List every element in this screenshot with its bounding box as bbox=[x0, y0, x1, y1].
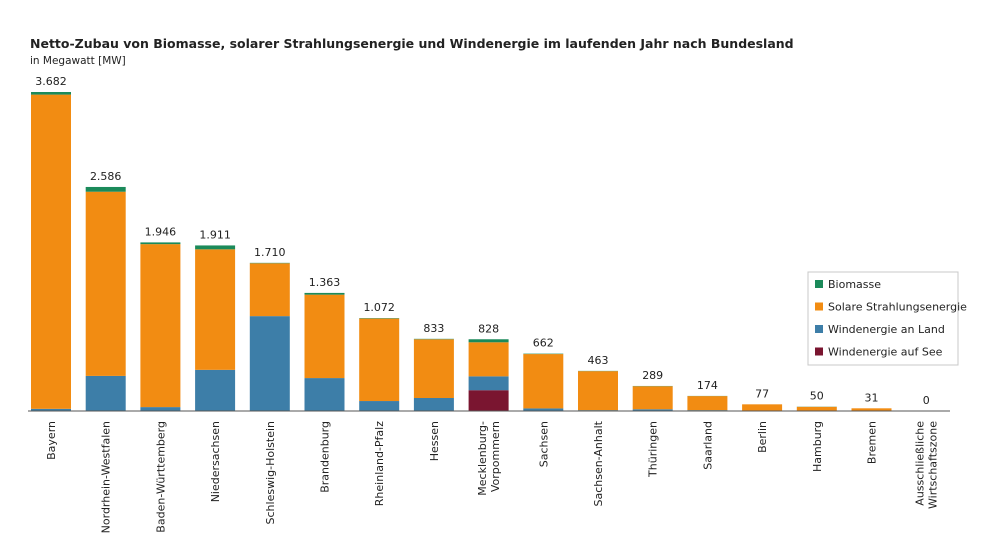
legend-label: Windenergie an Land bbox=[828, 323, 945, 336]
bar-segment bbox=[140, 242, 181, 245]
bar-segment bbox=[523, 354, 564, 409]
bar-segment bbox=[195, 249, 236, 370]
x-tick-label: Rheinland-Pfalz bbox=[373, 421, 386, 506]
x-tick-label: Thüringen bbox=[647, 421, 660, 478]
x-tick-label: Baden-Württemberg bbox=[154, 421, 167, 533]
total-label: 463 bbox=[588, 354, 609, 367]
total-label: 833 bbox=[423, 322, 444, 335]
chart-subtitle: in Megawatt [MW] bbox=[30, 55, 126, 67]
x-tick-label: Sachsen bbox=[537, 421, 550, 467]
bar-segment bbox=[304, 292, 345, 295]
total-label: 662 bbox=[533, 337, 554, 350]
total-label: 1.946 bbox=[145, 225, 177, 238]
total-label: 50 bbox=[810, 390, 824, 403]
bar-segment bbox=[195, 369, 236, 411]
legend-swatch bbox=[815, 302, 823, 311]
x-tick-label: Hamburg bbox=[811, 421, 824, 472]
bar-segment bbox=[742, 404, 783, 411]
x-tick-label: Schleswig-Holstein bbox=[264, 421, 277, 524]
x-tick-label: Nordrhein-Westfalen bbox=[100, 421, 113, 533]
bar-segment bbox=[578, 371, 618, 411]
bar-segment bbox=[413, 339, 454, 399]
total-label: 0 bbox=[923, 394, 930, 407]
x-tick-label: Hessen bbox=[428, 421, 441, 461]
bar-segment bbox=[140, 407, 181, 411]
bar-segment bbox=[304, 378, 345, 411]
x-tick-label: Brandenburg bbox=[319, 421, 332, 493]
total-label: 174 bbox=[697, 379, 718, 392]
legend-label: Solare Strahlungsenergie bbox=[828, 301, 967, 314]
bar-segment bbox=[249, 263, 290, 317]
legend-box bbox=[807, 271, 959, 366]
bar-segment bbox=[796, 406, 837, 411]
total-label: 77 bbox=[755, 387, 769, 400]
bar-segment bbox=[85, 375, 126, 411]
total-label: 828 bbox=[478, 322, 499, 335]
total-label: 289 bbox=[642, 369, 663, 382]
bar-segment bbox=[31, 408, 71, 411]
total-label: 31 bbox=[865, 391, 879, 404]
total-label: 1.363 bbox=[309, 276, 341, 289]
x-tick-label: Mecklenburg-Vorpommern bbox=[476, 421, 502, 496]
bar-segment bbox=[140, 244, 181, 408]
x-tick-label: Berlin bbox=[756, 421, 769, 453]
total-label: 1.710 bbox=[254, 246, 286, 259]
legend-swatch bbox=[815, 347, 823, 356]
bar-segment bbox=[359, 401, 400, 411]
x-tick-label: AusschließlicheWirtschaftszone bbox=[914, 421, 940, 509]
total-label: 1.911 bbox=[199, 228, 231, 241]
x-tick-label: Sachsen-Anhalt bbox=[592, 420, 605, 506]
total-label: 3.682 bbox=[35, 75, 67, 88]
bar-segment bbox=[632, 409, 673, 411]
bar-segment bbox=[31, 94, 71, 409]
bar-segment bbox=[85, 191, 126, 376]
bar-segment bbox=[632, 386, 673, 410]
total-label: 1.072 bbox=[363, 301, 395, 314]
legend-label: Biomasse bbox=[828, 278, 881, 291]
bar-segment bbox=[85, 186, 126, 192]
x-tick-label: Bayern bbox=[45, 421, 58, 460]
chart-title: Netto-Zubau von Biomasse, solarer Strahl… bbox=[30, 36, 794, 51]
bar-segment bbox=[304, 294, 345, 379]
bar-segment bbox=[31, 92, 71, 95]
legend-swatch bbox=[815, 280, 823, 288]
total-label: 2.586 bbox=[90, 170, 122, 183]
x-tick-label: Niedersachsen bbox=[209, 421, 222, 502]
x-tick-label: Saarland bbox=[701, 421, 714, 470]
x-tick-label: Bremen bbox=[866, 421, 879, 464]
bar-segment bbox=[468, 342, 509, 377]
legend-label: Windenergie auf See bbox=[828, 346, 943, 359]
bar-segment bbox=[249, 316, 290, 411]
bar-segment bbox=[468, 376, 509, 391]
bar-segment bbox=[523, 408, 564, 411]
bar-segment bbox=[468, 390, 509, 411]
bar-segment bbox=[413, 398, 454, 411]
bar-segment bbox=[851, 408, 892, 411]
bar-segment bbox=[687, 396, 728, 411]
bar-segment bbox=[468, 339, 509, 343]
bar-segment bbox=[195, 245, 236, 250]
legend-swatch bbox=[815, 325, 823, 333]
bar-segment bbox=[359, 318, 400, 402]
